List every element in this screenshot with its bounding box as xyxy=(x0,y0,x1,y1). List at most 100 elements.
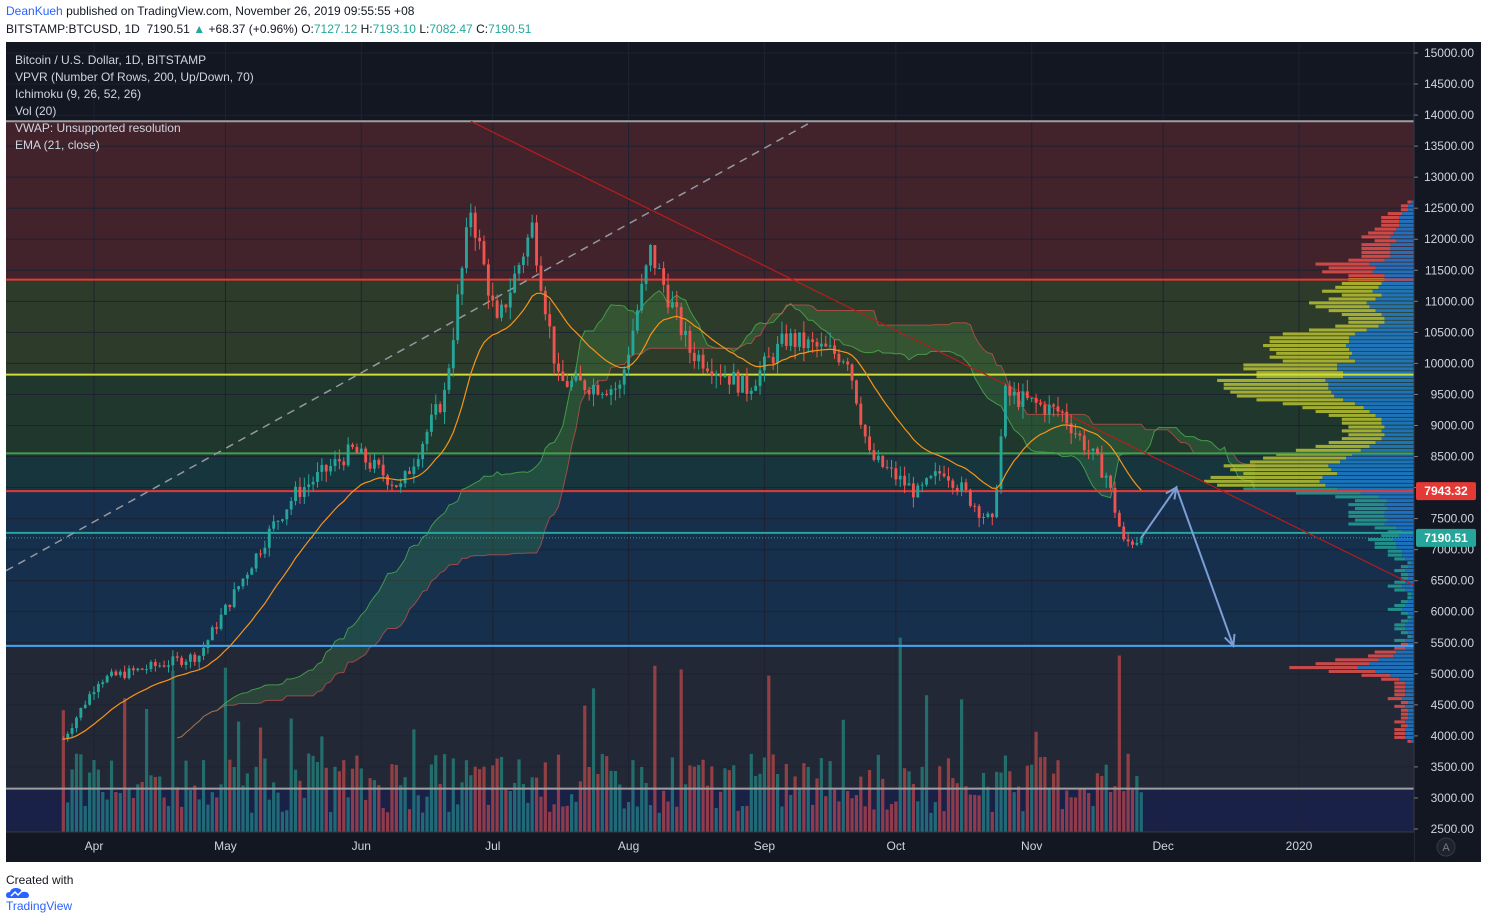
candle-body xyxy=(263,547,267,554)
volume-bar xyxy=(600,753,604,833)
candle-body xyxy=(465,227,468,269)
candle-body xyxy=(390,484,394,486)
volume-bar xyxy=(749,753,753,833)
vpvr-bar-down xyxy=(1341,417,1382,421)
volume-bar xyxy=(127,787,131,833)
candle-body xyxy=(434,404,438,415)
ema-layer xyxy=(63,292,1142,740)
candle-body xyxy=(618,384,622,389)
volume-bar xyxy=(561,806,565,833)
resistance-price-tag-bg xyxy=(1416,482,1476,501)
vpvr-bar-down xyxy=(1309,301,1367,305)
vpvr-bar-down xyxy=(1230,468,1332,472)
candle-body xyxy=(964,482,968,490)
price-tick-label: 14000.00 xyxy=(1424,108,1474,122)
candle-body xyxy=(745,374,749,394)
price-tick-label: 10000.00 xyxy=(1424,356,1474,370)
candle-body xyxy=(973,505,977,507)
volume-bar xyxy=(223,667,228,833)
volume-bar xyxy=(539,796,543,833)
volume-bar xyxy=(964,786,968,833)
volume-bar xyxy=(412,729,416,833)
vpvr-bar-up xyxy=(1384,425,1414,429)
vpvr-bar-down xyxy=(1315,409,1370,414)
candle-body xyxy=(570,380,574,387)
volume-bar xyxy=(491,765,495,833)
vpvr-bar-down xyxy=(1400,708,1409,712)
volume-bar xyxy=(399,785,403,833)
candle-body xyxy=(789,333,793,346)
candle-body xyxy=(933,471,937,477)
volume-bar xyxy=(574,801,578,833)
volume-bar xyxy=(960,699,964,833)
candle-body xyxy=(298,486,302,497)
volume-bar xyxy=(736,810,740,833)
vpvr-bar-down xyxy=(1354,518,1388,522)
candle-body xyxy=(855,380,858,404)
candle-body xyxy=(894,468,898,480)
vpvr-bar-up xyxy=(1343,375,1414,379)
vpvr-bar-up xyxy=(1402,553,1414,557)
candle-body xyxy=(136,668,140,671)
legend-indicator[interactable]: Vol (20) xyxy=(15,104,57,118)
candle-body xyxy=(491,295,495,301)
vpvr-bar-up xyxy=(1390,250,1414,254)
vpvr-bar-down xyxy=(1354,506,1388,511)
vpvr-bar-up xyxy=(1411,739,1414,743)
volume-bar xyxy=(587,767,591,833)
candle-body xyxy=(872,450,876,460)
vpvr-bar-down xyxy=(1230,390,1332,394)
vpvr-bar-up xyxy=(1354,332,1414,336)
vpvr-bar-up xyxy=(1384,510,1414,514)
price-chart[interactable]: 15000.00 14500.00 14000.00 13500.00 13000.00… xyxy=(6,42,1481,862)
vpvr-bar-up xyxy=(1381,421,1414,425)
vpvr-bar-up xyxy=(1381,437,1414,441)
vpvr-bar-up xyxy=(1375,309,1414,313)
legend-indicator[interactable]: Ichimoku (9, 26, 52, 26) xyxy=(15,87,142,101)
candle-body xyxy=(1021,391,1025,407)
vpvr-bar-down xyxy=(1348,316,1385,320)
tradingview-brand[interactable]: TradingView xyxy=(6,899,73,913)
candle-body xyxy=(451,340,455,369)
vpvr-bar-up xyxy=(1378,285,1414,289)
vpvr-bar-down xyxy=(1282,402,1355,406)
vpvr-bar-up xyxy=(1390,243,1414,247)
volume-bar xyxy=(372,780,377,833)
vpvr-bar-up xyxy=(1408,642,1414,646)
vpvr-bar-down xyxy=(1341,437,1382,441)
chart-area[interactable]: 15000.00 14500.00 14000.00 13500.00 13000.00… xyxy=(6,42,1481,862)
vpvr-bar-up xyxy=(1349,336,1414,340)
vpvr-bar-up xyxy=(1405,689,1414,693)
vpvr-bar-up xyxy=(1393,654,1414,658)
vpvr-bar-up xyxy=(1369,444,1414,448)
vpvr-bar-down xyxy=(1348,503,1385,507)
vpvr-bar-down xyxy=(1269,336,1350,340)
candle-body xyxy=(478,237,482,242)
vpvr-bar-up xyxy=(1405,557,1414,561)
volume-bar xyxy=(272,782,276,833)
author-link[interactable]: DeanKueh xyxy=(6,4,63,18)
candle-body xyxy=(517,265,521,274)
vpvr-bar-down xyxy=(1361,235,1391,239)
volume-bar xyxy=(863,806,867,833)
candle-body xyxy=(968,489,972,506)
volume-bar xyxy=(342,760,346,833)
vpvr-bar-down xyxy=(1328,441,1376,445)
vpvr-bar-down xyxy=(1361,247,1391,251)
volume-bar xyxy=(359,768,363,833)
volume-bar xyxy=(276,792,280,833)
candle-body xyxy=(837,353,841,363)
vpvr-bar-up xyxy=(1399,223,1414,227)
legend-indicator[interactable]: VWAP: Unsupported resolution xyxy=(15,121,181,135)
volume-bar xyxy=(670,757,674,833)
candle-body xyxy=(815,342,819,347)
candle-body xyxy=(171,656,175,666)
legend-indicator[interactable]: EMA (21, close) xyxy=(15,138,100,152)
candle-body xyxy=(381,464,385,476)
time-tick-label: Jun xyxy=(352,839,371,853)
candle-body xyxy=(1043,404,1047,415)
legend-indicator[interactable]: VPVR (Number Of Rows, 200, Up/Down, 70) xyxy=(15,70,254,84)
vpvr-bar-down xyxy=(1387,553,1403,557)
vpvr-bar-up xyxy=(1384,514,1414,518)
vpvr-bar-down xyxy=(1309,328,1367,332)
